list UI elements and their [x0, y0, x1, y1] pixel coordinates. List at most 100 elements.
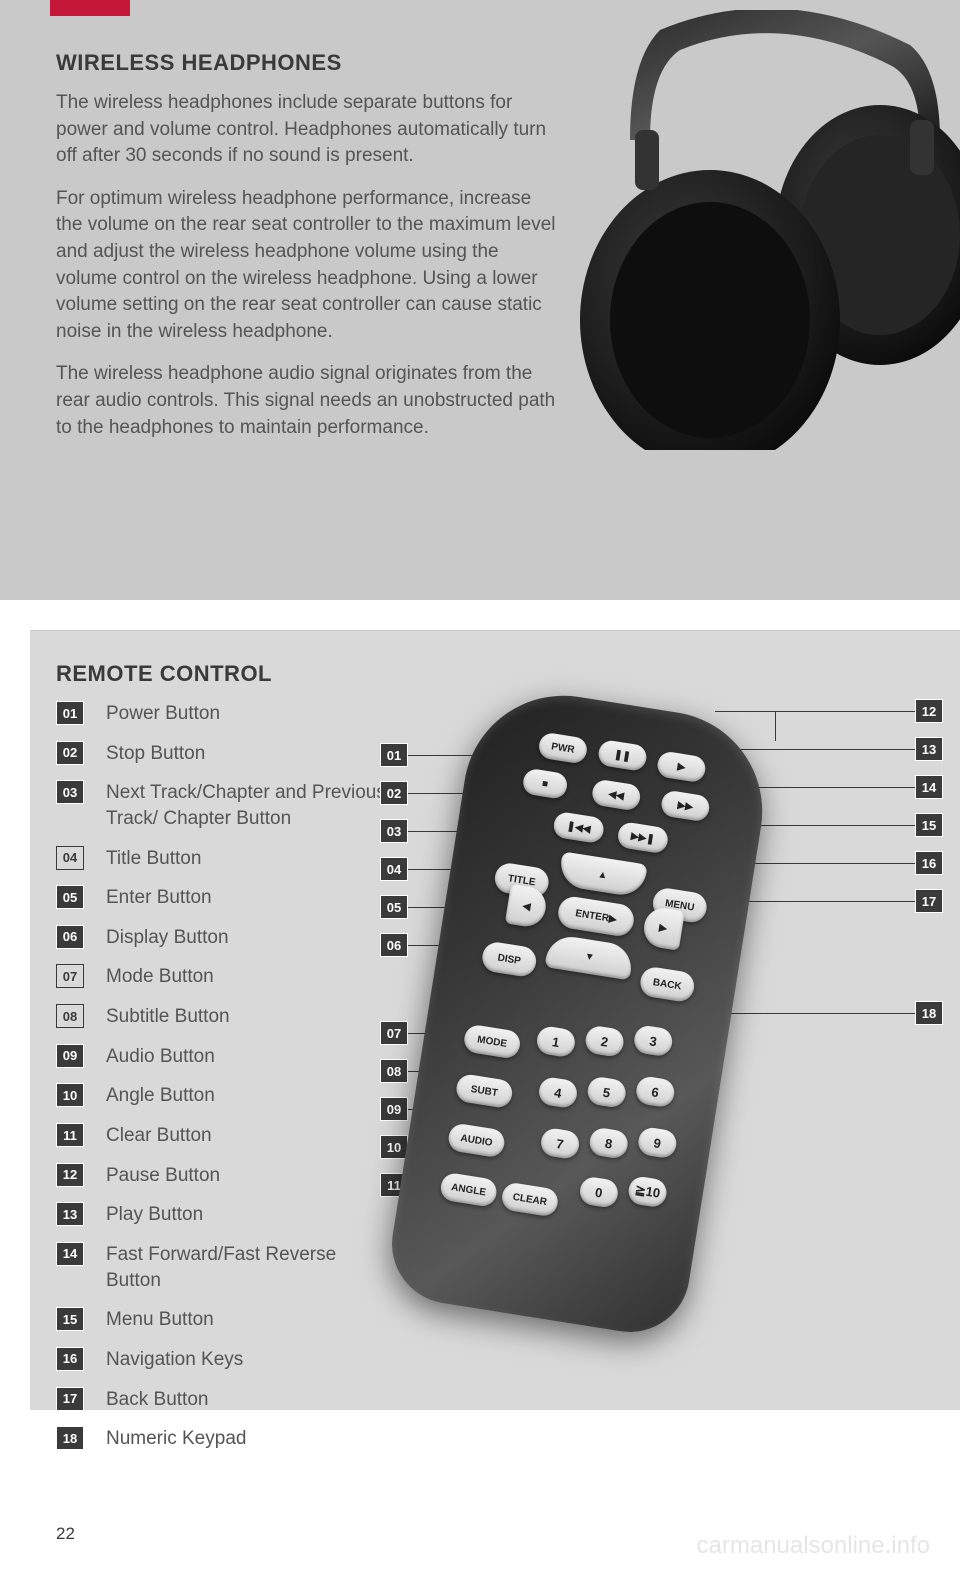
legend-label: Stop Button [106, 741, 205, 767]
legend-badge: 05 [56, 885, 84, 909]
legend-label: Numeric Keypad [106, 1426, 246, 1452]
legend-label: Audio Button [106, 1044, 215, 1070]
legend-label: Play Button [106, 1202, 203, 1228]
legend-label: Next Track/Chapter and Previous Track/ C… [106, 780, 396, 831]
callout-badge: 18 [915, 1001, 943, 1025]
keypad-6: 6 [634, 1075, 676, 1109]
legend-label: Fast Forward/Fast Reverse Button [106, 1242, 396, 1293]
legend-item: 03Next Track/Chapter and Previous Track/… [56, 780, 396, 831]
legend-item: 09 Audio Button [56, 1044, 396, 1070]
callout-badge: 13 [915, 737, 943, 761]
legend-label: Display Button [106, 925, 229, 951]
body-paragraph: The wireless headphones include separate… [56, 90, 556, 170]
legend-badge: 01 [56, 701, 84, 725]
legend-label: Pause Button [106, 1163, 220, 1189]
callout-badge: 15 [915, 813, 943, 837]
legend-label: Clear Button [106, 1123, 212, 1149]
next-track-button: ▶▶❚ [616, 821, 669, 855]
top-panel: WIRELESS HEADPHONES The wireless headpho… [0, 0, 960, 600]
keypad-≧10: ≧10 [627, 1175, 669, 1209]
manual-page: WIRELESS HEADPHONES The wireless headpho… [0, 0, 960, 1584]
legend-list: 01 Power Button 02 Stop Button 03Next Track/… [56, 701, 396, 1466]
callout-badge: 08 [380, 1059, 408, 1083]
legend-label: Power Button [106, 701, 220, 727]
subt-button: SUBT [454, 1073, 514, 1109]
legend-badge: 10 [56, 1083, 84, 1107]
legend-label: Mode Button [106, 964, 214, 990]
section-heading: REMOTE CONTROL [56, 661, 272, 687]
stop-button: ■ [521, 767, 569, 800]
rev-button: ◀◀ [590, 778, 641, 811]
legend-badge: 06 [56, 925, 84, 949]
legend-label: Enter Button [106, 885, 212, 911]
play-button: ▶ [656, 750, 707, 783]
legend-badge: 02 [56, 741, 84, 765]
pause-button: ❚❚ [597, 739, 648, 772]
legend-item: 04 Title Button [56, 846, 396, 872]
keypad-8: 8 [588, 1126, 630, 1160]
nav-right: ▶ [641, 905, 685, 950]
legend-label: Title Button [106, 846, 201, 872]
legend-badge: 16 [56, 1347, 84, 1371]
page-accent-tab [50, 0, 130, 16]
keypad-1: 1 [535, 1025, 577, 1059]
legend-item: 18 Numeric Keypad [56, 1426, 396, 1452]
keypad-5: 5 [586, 1075, 628, 1109]
pwr-button: PWR [537, 731, 588, 764]
keypad-4: 4 [537, 1076, 579, 1110]
legend-label: Angle Button [106, 1083, 215, 1109]
legend-item: 15 Menu Button [56, 1307, 396, 1333]
callout-badge: 07 [380, 1021, 408, 1045]
remote-image: PWR ❚❚ ▶ ■ ◀◀ ▶▶ ❚◀◀ ▶▶❚ TITLE MENU ▲ ▼ … [383, 681, 776, 1340]
keypad-9: 9 [636, 1126, 678, 1160]
legend-badge: 15 [56, 1307, 84, 1331]
disp-button: DISP [480, 940, 538, 978]
legend-badge: 18 [56, 1426, 84, 1450]
clear-button: CLEAR [500, 1181, 560, 1217]
legend-item: 16 Navigation Keys [56, 1347, 396, 1373]
callout-badge: 01 [380, 743, 408, 767]
legend-badge: 09 [56, 1044, 84, 1068]
headphones-image [580, 10, 960, 450]
legend-item: 17Back Button [56, 1387, 396, 1413]
legend-item: 10 Angle Button [56, 1083, 396, 1109]
keypad-2: 2 [584, 1024, 626, 1058]
enter-button: ENTER▶ [556, 895, 636, 938]
legend-label: Subtitle Button [106, 1004, 230, 1030]
callout-badge: 02 [380, 781, 408, 805]
fwd-button: ▶▶ [660, 789, 711, 822]
remote-control-section: REMOTE CONTROL 01Power Button02Stop Butt… [30, 630, 960, 1410]
legend-badge: 13 [56, 1202, 84, 1226]
legend-item: 12 Pause Button [56, 1163, 396, 1189]
mode-button: MODE [462, 1023, 522, 1059]
audio-button: AUDIO [447, 1122, 507, 1158]
legend-item: 07 Mode Button [56, 964, 396, 990]
legend-item: 01 Power Button [56, 701, 396, 727]
legend-badge: 12 [56, 1163, 84, 1187]
legend-badge: 08 [56, 1004, 84, 1028]
legend-label: Navigation Keys [106, 1347, 243, 1373]
legend-item: 13 Play Button [56, 1202, 396, 1228]
section-heading: WIRELESS HEADPHONES [56, 50, 556, 76]
callout-badge: 10 [380, 1135, 408, 1159]
legend-badge: 04 [56, 846, 84, 870]
callout-badge: 12 [915, 699, 943, 723]
callout-badge: 05 [380, 895, 408, 919]
body-paragraph: For optimum wireless headphone performan… [56, 186, 556, 346]
legend-badge: 11 [56, 1123, 84, 1147]
page-number: 22 [56, 1524, 75, 1544]
legend-item: 14 Fast Forward/Fast Reverse Button [56, 1242, 396, 1293]
body-paragraph: The wireless headphone audio signal orig… [56, 361, 556, 441]
callout-badge: 09 [380, 1097, 408, 1121]
legend-item: 08 Subtitle Button [56, 1004, 396, 1030]
wireless-headphones-section: WIRELESS HEADPHONES The wireless headpho… [56, 50, 556, 457]
callout-leader [715, 711, 915, 712]
legend-badge: 07 [56, 964, 84, 988]
legend-badge: 14 [56, 1242, 84, 1266]
keypad-0: 0 [578, 1175, 620, 1209]
legend-label: Menu Button [106, 1307, 214, 1333]
nav-up: ▲ [557, 851, 647, 898]
angle-button: ANGLE [439, 1172, 499, 1208]
numeric-keypad: 1234567890≧10 [480, 681, 776, 728]
callout-badge: 14 [915, 775, 943, 799]
